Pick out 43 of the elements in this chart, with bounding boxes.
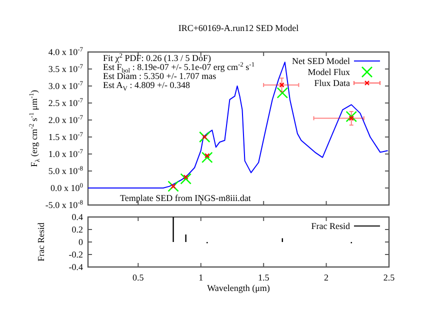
annotation: Est F$_{bol}$ : 8.19e-07 +/- 5.1e-07 erg cm$^{-2}$ s$^{-1}$ <box>103 62 255 74</box>
y-tick-label: 0.4 <box>72 212 84 222</box>
point <box>202 134 208 140</box>
legend-label: Model Flux <box>308 67 350 77</box>
point <box>276 87 288 98</box>
y-tick-label: 1.5 x 10$^{-7}$ <box>48 131 84 142</box>
y-tick-label: 0.2 <box>72 224 83 234</box>
y-tick-label: 3.0 x 10$^{-7}$ <box>48 80 84 91</box>
point <box>183 174 188 180</box>
x-tick-label: 0.5 <box>132 272 144 282</box>
point <box>168 180 179 192</box>
annotation: Fit χ$^{2}$ PDF: 0.26 (1.3 / 5 DoF) <box>103 52 212 63</box>
x-tick-label: 1.5 <box>258 272 270 282</box>
point <box>346 110 358 122</box>
point <box>180 173 192 184</box>
y-tick-label: -0.2 <box>68 249 83 260</box>
y-tick-label: -0.4 <box>68 262 84 272</box>
y-tick-label: 4.0 x 10$^{-7}$ <box>48 46 84 57</box>
legend-label: Frac Resid <box>311 221 350 231</box>
x-tick-label: 2.5 <box>383 272 396 282</box>
y-tick-label: 0.0 x 10$^{0}$ <box>50 182 83 193</box>
chart-title: IRC+60169-A.run12 SED Model <box>178 23 300 33</box>
point <box>204 153 210 158</box>
legend-label: Net SED Model <box>292 56 350 66</box>
legend-label: Flux Data <box>314 78 350 88</box>
y-axis-title: Frac Resid <box>36 222 46 262</box>
y-tick-label: 3.5 x 10$^{-7}$ <box>48 63 84 74</box>
point <box>198 131 210 143</box>
y-tick-label: 1.0 x 10$^{-7}$ <box>48 148 84 159</box>
point <box>170 184 176 189</box>
x-axis-title: Wavelength (μm) <box>207 283 270 293</box>
y-tick-label: 2.5 x 10$^{-7}$ <box>48 97 84 108</box>
y-tick-label: 2.0 x 10$^{-7}$ <box>48 114 84 125</box>
annotation: Template SED from INGS-m8iii.dat <box>120 193 252 203</box>
y-tick-label: -5.0 x 10$^{-8}$ <box>45 199 83 210</box>
point <box>348 116 354 121</box>
x-tick-label: 1 <box>198 272 204 282</box>
point <box>279 82 284 88</box>
annotation: Est A$_{V}$ : 4.809 +/- 0.348 <box>103 80 191 92</box>
point <box>201 152 213 164</box>
y-tick-label: 0 <box>78 236 84 247</box>
y-tick-label: 5.0 x 10$^{-8}$ <box>48 165 83 176</box>
x-tick-label: 2 <box>324 272 329 282</box>
